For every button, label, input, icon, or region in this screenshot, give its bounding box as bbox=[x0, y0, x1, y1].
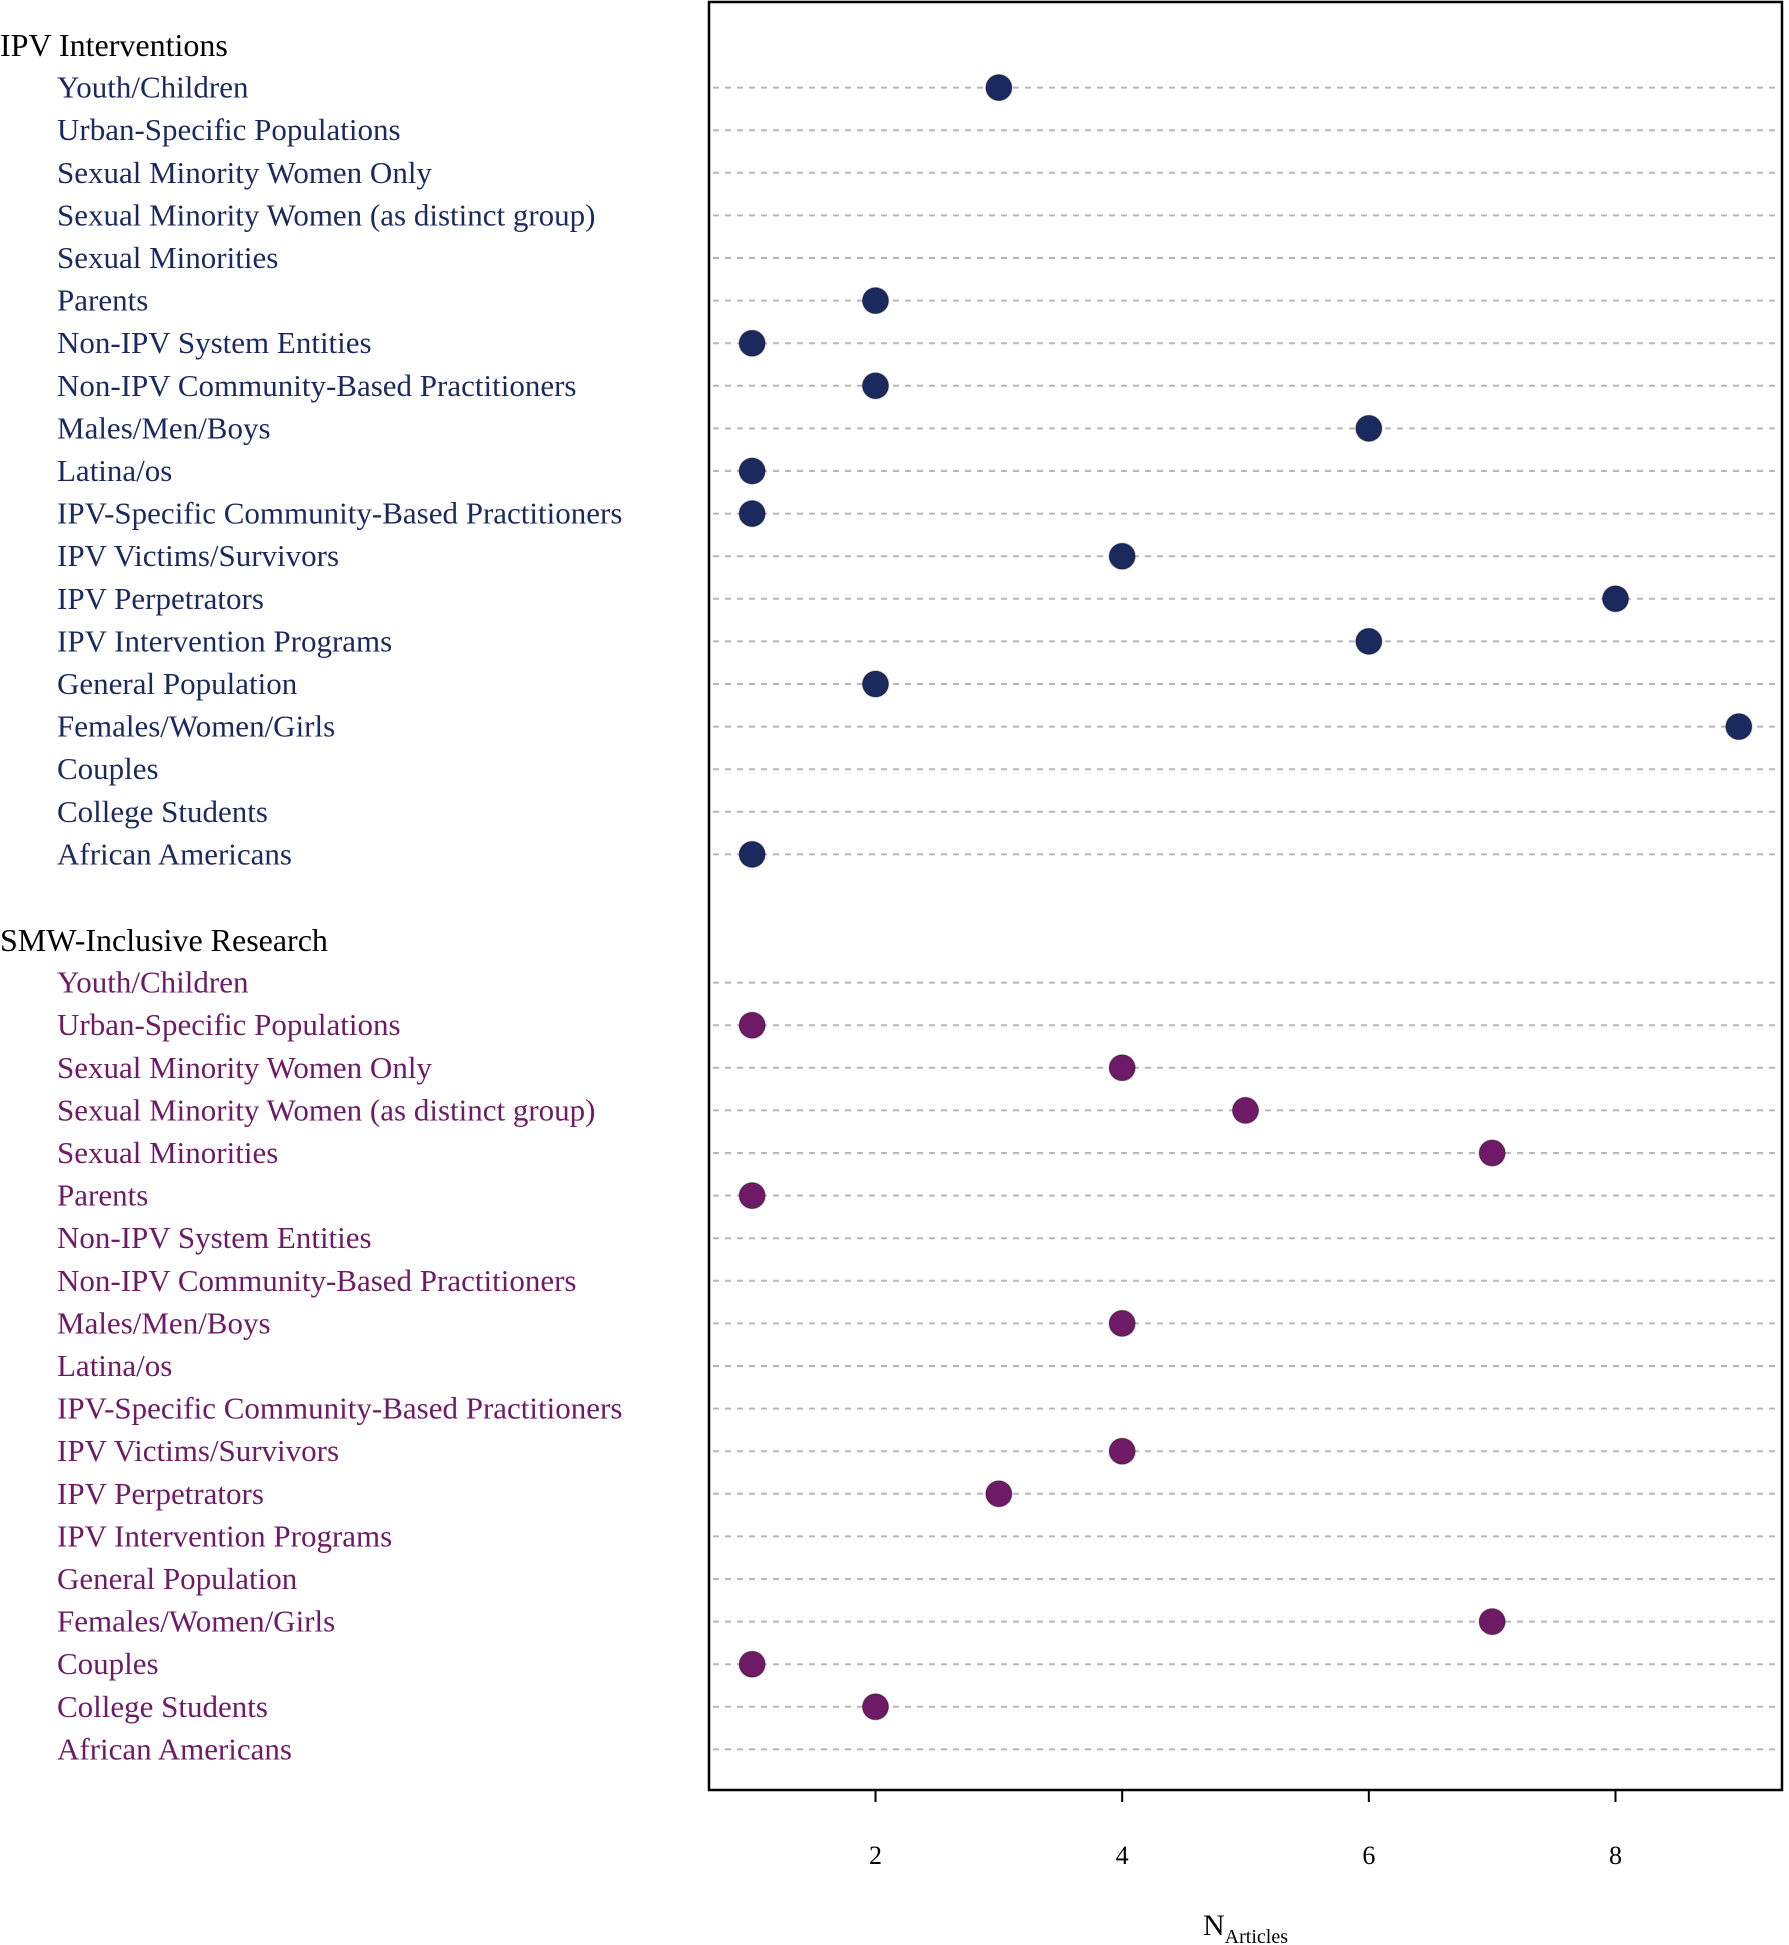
grid-lines bbox=[713, 86, 1778, 1751]
data-point-ipv bbox=[861, 287, 890, 315]
category-label: Males/Men/Boys bbox=[57, 410, 271, 445]
category-label: College Students bbox=[57, 1689, 268, 1724]
category-label: IPV Perpetrators bbox=[57, 1476, 264, 1511]
x-axis: 2 4 6 8 bbox=[869, 1790, 1622, 1870]
category-label: Sexual Minority Women Only bbox=[57, 1050, 432, 1085]
data-point-ipv bbox=[1355, 627, 1383, 656]
x-tick-label: 6 bbox=[1362, 1841, 1375, 1870]
data-point-ipv bbox=[1108, 542, 1136, 570]
category-labels: IPV Interventions Youth/Children Urban-Spe… bbox=[0, 27, 622, 1766]
data-point-ipv bbox=[738, 329, 766, 357]
category-label: Couples bbox=[57, 1646, 159, 1681]
data-point-ipv bbox=[861, 372, 890, 400]
category-label: Latina/os bbox=[57, 1348, 172, 1383]
category-label: Urban-Specific Populations bbox=[57, 1007, 401, 1042]
data-point-smw bbox=[738, 1650, 766, 1678]
data-point-ipv bbox=[738, 840, 766, 869]
category-label: Sexual Minority Women Only bbox=[57, 155, 432, 190]
data-point-ipv bbox=[861, 670, 890, 698]
x-tick-label: 2 bbox=[869, 1841, 882, 1870]
category-label: Youth/Children bbox=[57, 70, 249, 105]
x-axis-title-main: N bbox=[1203, 1909, 1225, 1942]
category-label: Non-IPV System Entities bbox=[57, 1220, 372, 1255]
category-label: Couples bbox=[57, 751, 159, 786]
category-label: General Population bbox=[57, 1561, 298, 1596]
category-label: IPV-Specific Community-Based Practitione… bbox=[57, 496, 622, 531]
plot-frame bbox=[707, 0, 1784, 1792]
category-label: Parents bbox=[57, 283, 148, 318]
data-point-smw bbox=[985, 1480, 1013, 1508]
category-label: Sexual Minorities bbox=[57, 240, 278, 275]
category-label: IPV Victims/Survivors bbox=[57, 1433, 339, 1468]
data-points bbox=[738, 73, 1753, 1721]
category-label: Parents bbox=[57, 1178, 148, 1213]
data-point-ipv bbox=[738, 499, 766, 528]
category-label: Sexual Minority Women (as distinct group… bbox=[57, 197, 596, 232]
data-point-smw bbox=[1108, 1054, 1136, 1082]
category-label: Females/Women/Girls bbox=[57, 709, 335, 744]
data-point-smw bbox=[738, 1181, 766, 1210]
category-label: Females/Women/Girls bbox=[57, 1604, 335, 1639]
category-label: Sexual Minorities bbox=[57, 1135, 278, 1170]
category-label: Latina/os bbox=[57, 453, 172, 488]
category-label: Urban-Specific Populations bbox=[57, 112, 401, 147]
data-point-smw bbox=[1478, 1607, 1506, 1636]
group-title-ipv: IPV Interventions bbox=[0, 27, 228, 63]
data-point-smw bbox=[1108, 1437, 1136, 1465]
data-point-smw bbox=[861, 1693, 890, 1721]
category-label: Non-IPV Community-Based Practitioners bbox=[57, 1263, 577, 1298]
category-label: IPV Intervention Programs bbox=[57, 1518, 392, 1553]
data-point-smw bbox=[1231, 1096, 1260, 1125]
group-title-smw: SMW-Inclusive Research bbox=[0, 922, 328, 958]
data-point-ipv bbox=[738, 457, 766, 485]
category-label: Non-IPV Community-Based Practitioners bbox=[57, 368, 577, 403]
data-point-ipv bbox=[1355, 414, 1383, 442]
x-axis-title: NArticles bbox=[1203, 1909, 1288, 1945]
category-label: IPV Intervention Programs bbox=[57, 623, 392, 658]
data-point-ipv bbox=[1725, 712, 1753, 741]
category-label: IPV Perpetrators bbox=[57, 581, 264, 616]
category-label: Males/Men/Boys bbox=[57, 1305, 271, 1340]
category-label: Sexual Minority Women (as distinct group… bbox=[57, 1092, 596, 1127]
x-axis-title-subscript: Articles bbox=[1225, 1926, 1289, 1945]
category-label: Youth/Children bbox=[57, 965, 249, 1000]
category-label: African Americans bbox=[57, 836, 292, 871]
data-point-ipv bbox=[985, 73, 1013, 102]
data-point-ipv bbox=[1601, 585, 1630, 613]
category-label: Non-IPV System Entities bbox=[57, 325, 372, 360]
category-label: IPV-Specific Community-Based Practitione… bbox=[57, 1391, 622, 1426]
category-label: African Americans bbox=[57, 1731, 292, 1766]
data-point-smw bbox=[738, 1011, 766, 1039]
x-tick-label: 4 bbox=[1116, 1841, 1129, 1870]
category-label: General Population bbox=[57, 666, 298, 701]
x-tick-label: 8 bbox=[1609, 1841, 1622, 1870]
category-label: College Students bbox=[57, 794, 268, 829]
category-label: IPV Victims/Survivors bbox=[57, 538, 339, 573]
data-point-smw bbox=[1108, 1309, 1136, 1338]
data-point-smw bbox=[1478, 1139, 1506, 1167]
